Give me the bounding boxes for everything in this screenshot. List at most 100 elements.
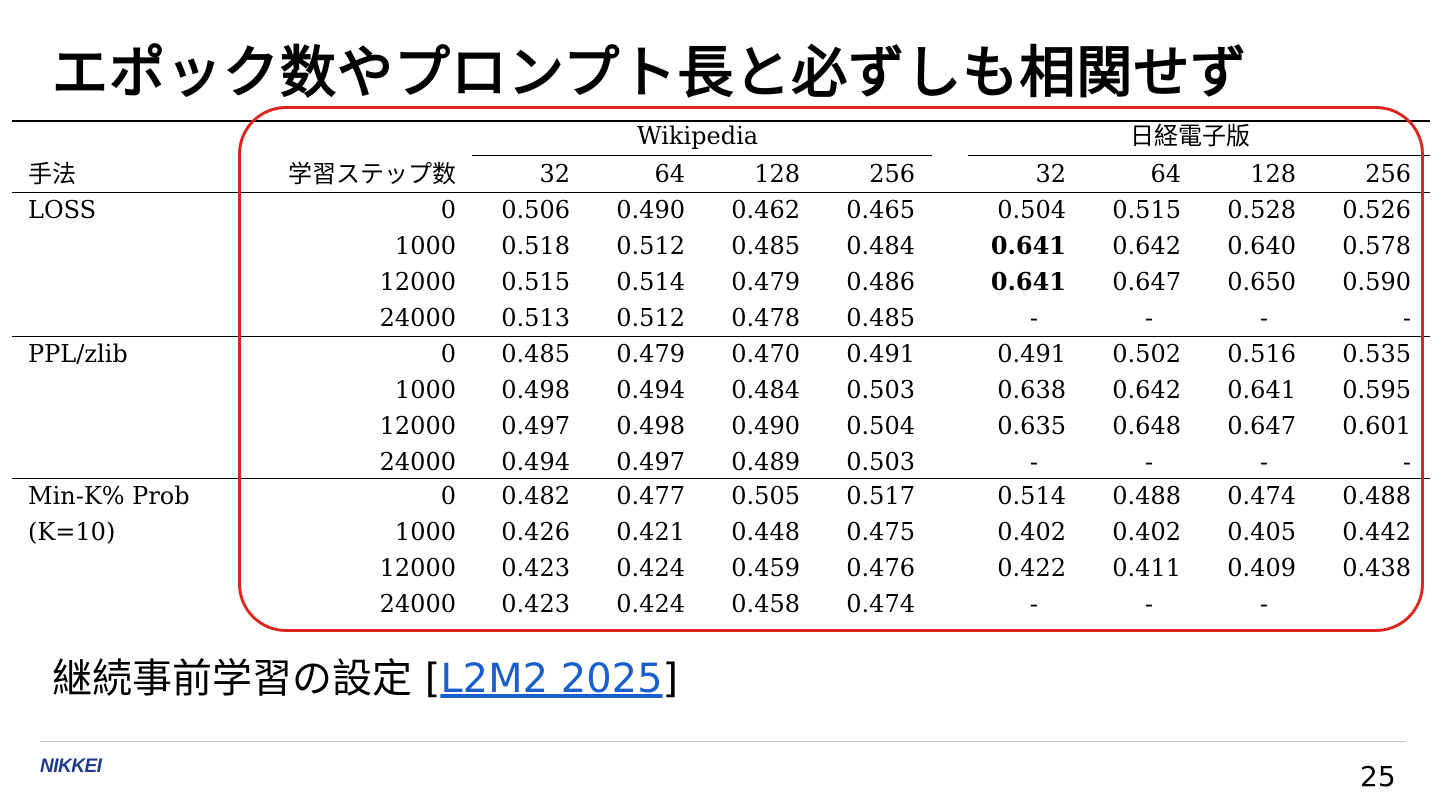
table-cell-value: 0.497 xyxy=(616,448,685,476)
table-cell-value: 0.512 xyxy=(616,232,685,260)
group-header-wikipedia: Wikipedia xyxy=(637,122,759,150)
header-bottom-rule xyxy=(12,192,1430,193)
table-cell-value: 0.504 xyxy=(997,196,1066,224)
table-cell-value: 0.640 xyxy=(1227,232,1296,260)
table-cell-value: 0.462 xyxy=(731,196,800,224)
table-cell-value: 0.465 xyxy=(846,196,915,224)
table-cell-steps: 0 xyxy=(440,340,456,368)
table-cell-value: 0.484 xyxy=(731,376,800,404)
section-rule-1 xyxy=(12,336,1430,337)
table-cell-value: 0.515 xyxy=(1112,196,1181,224)
table-cell-value: 0.423 xyxy=(501,590,570,618)
table-cell-value: 0.488 xyxy=(1342,482,1411,510)
table-cell-value: 0.647 xyxy=(1112,268,1181,296)
table-cell-value: 0.479 xyxy=(731,268,800,296)
col-header-steps: 学習ステップ数 xyxy=(288,160,456,188)
method-label-k10: (K=10) xyxy=(28,518,116,546)
col-header-nikkei-len: 64 xyxy=(1150,160,1181,188)
table-cell-value: 0.503 xyxy=(846,448,915,476)
table-cell-steps: 0 xyxy=(440,196,456,224)
table-cell-value: 0.485 xyxy=(501,340,570,368)
table-cell-value: 0.402 xyxy=(997,518,1066,546)
table-cell-value: 0.426 xyxy=(501,518,570,546)
footer-divider xyxy=(40,741,1405,742)
table-cell-value: 0.458 xyxy=(731,590,800,618)
table-cell-value: 0.498 xyxy=(616,412,685,440)
table-cell-steps: 24000 xyxy=(379,448,456,476)
caption-prefix: 継続事前学習の設定 [ xyxy=(52,656,441,702)
page-number: 25 xyxy=(1360,760,1396,793)
table-cell-value: 0.484 xyxy=(846,232,915,260)
group-header-nikkei: 日経電子版 xyxy=(1130,122,1250,150)
caption-link[interactable]: L2M2 2025 xyxy=(440,656,663,702)
table-cell-value: 0.650 xyxy=(1227,268,1296,296)
table-cell-value: 0.497 xyxy=(501,412,570,440)
table-cell-value: 0.477 xyxy=(616,482,685,510)
col-header-wikipedia-len: 128 xyxy=(754,160,800,188)
table-cell-value: 0.641 xyxy=(990,231,1066,260)
table-cell-value: 0.485 xyxy=(731,232,800,260)
method-label-loss: LOSS xyxy=(28,196,97,224)
table-cell-value: 0.402 xyxy=(1112,518,1181,546)
table-cell-value: 0.502 xyxy=(1112,340,1181,368)
table-cell-value: 0.491 xyxy=(997,340,1066,368)
table-cell-value: 0.648 xyxy=(1112,412,1181,440)
table-cell-value: 0.503 xyxy=(846,376,915,404)
table-top-rule xyxy=(12,120,1430,122)
table-cell-value: 0.505 xyxy=(731,482,800,510)
table-cell-value: - xyxy=(1029,448,1038,476)
table-cell-value: - xyxy=(1144,590,1153,618)
table-cell-value: 0.513 xyxy=(501,304,570,332)
table-cell-value: 0.423 xyxy=(501,554,570,582)
table-cell-steps: 24000 xyxy=(379,304,456,332)
table-cell-steps: 12000 xyxy=(379,268,456,296)
col-header-nikkei-len: 32 xyxy=(1035,160,1066,188)
table-cell-value: 0.459 xyxy=(731,554,800,582)
table-cell-value: 0.494 xyxy=(501,448,570,476)
table-cell-value: 0.405 xyxy=(1227,518,1296,546)
table-cell-value: 0.578 xyxy=(1342,232,1411,260)
table-cell-value: 0.641 xyxy=(990,267,1066,296)
table-cell-value: 0.424 xyxy=(616,590,685,618)
table-cell-value: 0.506 xyxy=(501,196,570,224)
table-cell-value: - xyxy=(1029,590,1038,618)
table-cell-value: 0.498 xyxy=(501,376,570,404)
table-cell-value: - xyxy=(1259,590,1268,618)
table-cell-value: 0.421 xyxy=(616,518,685,546)
table-cell-value: 0.595 xyxy=(1342,376,1411,404)
table-cell-value: 0.482 xyxy=(501,482,570,510)
table-cell-value: 0.517 xyxy=(846,482,915,510)
table-cell-steps: 12000 xyxy=(379,412,456,440)
table-cell-value: 0.635 xyxy=(997,412,1066,440)
table-cell-value: 0.638 xyxy=(997,376,1066,404)
slide-title: エポック数やプロンプト長と必ずしも相関せず xyxy=(52,41,1248,106)
table-cell-steps: 1000 xyxy=(394,518,456,546)
table-cell-value: 0.642 xyxy=(1112,232,1181,260)
table-cell-value: 0.494 xyxy=(616,376,685,404)
col-header-wikipedia-len: 256 xyxy=(869,160,915,188)
table-cell-steps: 1000 xyxy=(394,376,456,404)
nikkei-group-rule xyxy=(968,155,1430,156)
table-cell-value: 0.491 xyxy=(846,340,915,368)
table-cell-value: 0.516 xyxy=(1227,340,1296,368)
table-cell-value: 0.474 xyxy=(846,590,915,618)
table-cell-value: 0.641 xyxy=(1227,376,1296,404)
table-cell-steps: 1000 xyxy=(394,232,456,260)
col-header-method: 手法 xyxy=(28,160,76,188)
highlight-frame xyxy=(238,106,1424,632)
table-cell-value: 0.535 xyxy=(1342,340,1411,368)
table-cell-value: 0.448 xyxy=(731,518,800,546)
table-cell-value: 0.488 xyxy=(1112,482,1181,510)
table-cell-value: 0.518 xyxy=(501,232,570,260)
table-cell-value: 0.514 xyxy=(616,268,685,296)
table-cell-value: 0.642 xyxy=(1112,376,1181,404)
table-cell-value: 0.526 xyxy=(1342,196,1411,224)
table-cell-value: 0.476 xyxy=(846,554,915,582)
table-cell-value: - xyxy=(1144,304,1153,332)
table-cell-value: 0.442 xyxy=(1342,518,1411,546)
table-cell-steps: 12000 xyxy=(379,554,456,582)
table-cell-value: 0.514 xyxy=(997,482,1066,510)
table-cell-value: 0.528 xyxy=(1227,196,1296,224)
table-cell-value: 0.490 xyxy=(731,412,800,440)
